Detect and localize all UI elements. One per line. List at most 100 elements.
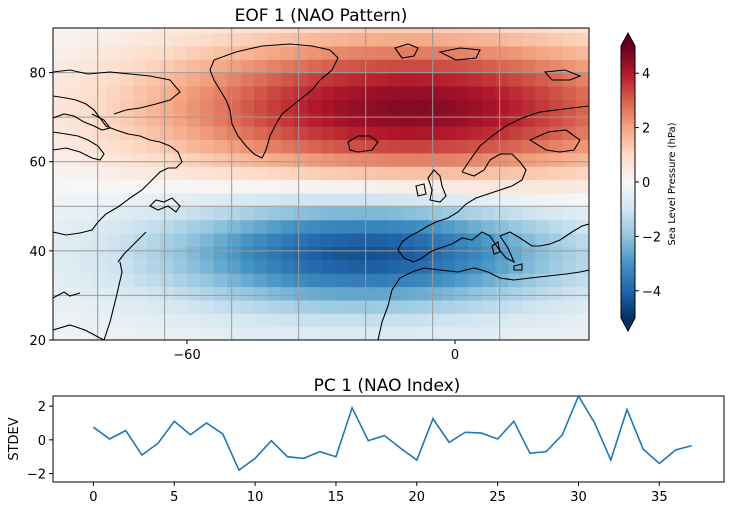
heatmap-cell bbox=[321, 99, 335, 114]
heatmap-cell bbox=[79, 85, 94, 100]
heatmap-cell bbox=[562, 299, 577, 314]
heatmap-cell bbox=[388, 313, 402, 328]
heatmap-cell bbox=[468, 179, 483, 194]
heatmap-cell bbox=[562, 326, 577, 340]
heatmap-cell bbox=[414, 273, 429, 288]
heatmap-cell bbox=[200, 85, 215, 100]
heatmap-cell bbox=[535, 59, 550, 74]
heatmap-cell bbox=[53, 206, 67, 221]
heatmap-cell bbox=[66, 45, 81, 60]
heatmap-cell bbox=[133, 273, 148, 288]
heatmap-cell bbox=[106, 273, 121, 288]
heatmap-cell bbox=[160, 246, 175, 261]
heatmap-cell bbox=[414, 326, 429, 340]
heatmap-cell bbox=[481, 139, 496, 154]
pc-y-tick-label: 2 bbox=[38, 400, 46, 415]
heatmap-cell bbox=[455, 28, 469, 34]
heatmap-cell bbox=[173, 166, 188, 181]
heatmap-cell bbox=[120, 219, 134, 234]
heatmap-cell bbox=[307, 99, 322, 114]
heatmap-cell bbox=[146, 286, 161, 301]
heatmap-cell bbox=[267, 246, 282, 261]
heatmap-cell bbox=[106, 246, 121, 261]
heatmap-cell bbox=[481, 299, 496, 314]
heatmap-cell bbox=[267, 85, 282, 100]
heatmap-cell bbox=[120, 179, 134, 194]
heatmap-cell bbox=[468, 99, 483, 114]
heatmap-cell bbox=[428, 326, 443, 340]
heatmap-cell bbox=[280, 326, 295, 340]
heatmap-cell bbox=[267, 45, 282, 60]
heatmap-cell bbox=[93, 99, 108, 114]
heatmap-cell bbox=[267, 313, 282, 328]
heatmap-cell bbox=[522, 326, 536, 340]
heatmap-cell bbox=[522, 99, 536, 114]
heatmap-cell bbox=[79, 179, 94, 194]
heatmap-cell bbox=[414, 246, 429, 261]
heatmap-cell bbox=[347, 112, 362, 127]
heatmap-cell bbox=[495, 32, 510, 47]
map-y-tick-label: 60 bbox=[29, 156, 46, 171]
heatmap-cell bbox=[307, 273, 322, 288]
heatmap-cell bbox=[321, 32, 335, 47]
heatmap-cell bbox=[213, 28, 228, 34]
heatmap-cell bbox=[508, 32, 523, 47]
heatmap-cell bbox=[93, 166, 108, 181]
heatmap-cell bbox=[522, 28, 536, 34]
heatmap-cell bbox=[495, 286, 510, 301]
heatmap-cell bbox=[240, 192, 255, 207]
heatmap-cell bbox=[401, 72, 416, 87]
heatmap-cell bbox=[307, 72, 322, 87]
heatmap-cell bbox=[374, 246, 389, 261]
heatmap-cell bbox=[441, 28, 456, 34]
heatmap-cell bbox=[200, 179, 215, 194]
heatmap-cell bbox=[455, 139, 469, 154]
heatmap-cell bbox=[213, 179, 228, 194]
heatmap-cell bbox=[254, 85, 268, 100]
heatmap-cell bbox=[468, 139, 483, 154]
heatmap-cell bbox=[401, 219, 416, 234]
heatmap-cell bbox=[388, 299, 402, 314]
heatmap-cell bbox=[347, 166, 362, 181]
heatmap-cell bbox=[146, 32, 161, 47]
heatmap-cell bbox=[374, 273, 389, 288]
heatmap-cell bbox=[307, 166, 322, 181]
heatmap-cell bbox=[93, 28, 108, 34]
heatmap-cell bbox=[495, 28, 510, 34]
heatmap-cell bbox=[294, 259, 309, 274]
heatmap-cell bbox=[481, 112, 496, 127]
heatmap-cell bbox=[254, 313, 268, 328]
heatmap-cell bbox=[522, 299, 536, 314]
heatmap-cell bbox=[401, 85, 416, 100]
heatmap-cell bbox=[468, 313, 483, 328]
heatmap-cell bbox=[548, 139, 563, 154]
heatmap-cell bbox=[200, 126, 215, 141]
heatmap-cell bbox=[388, 45, 402, 60]
heatmap-cell bbox=[267, 112, 282, 127]
heatmap-cell bbox=[575, 59, 589, 74]
heatmap-cell bbox=[173, 139, 188, 154]
heatmap-cell bbox=[468, 326, 483, 340]
heatmap-cell bbox=[347, 32, 362, 47]
heatmap-cell bbox=[66, 99, 81, 114]
heatmap-cell bbox=[53, 326, 67, 340]
heatmap-cell bbox=[401, 152, 416, 167]
heatmap-cell bbox=[401, 326, 416, 340]
heatmap-cell bbox=[548, 246, 563, 261]
heatmap-cell bbox=[307, 139, 322, 154]
heatmap-cell bbox=[93, 192, 108, 207]
pc-x-tick-label: 0 bbox=[89, 490, 97, 505]
pc-y-tick-label: −2 bbox=[27, 468, 46, 483]
heatmap-cell bbox=[401, 313, 416, 328]
heatmap-cell bbox=[575, 313, 589, 328]
heatmap-cell bbox=[468, 166, 483, 181]
heatmap-cell bbox=[227, 286, 242, 301]
heatmap-cell bbox=[53, 112, 67, 127]
heatmap-cell bbox=[508, 179, 523, 194]
heatmap-cell bbox=[334, 179, 349, 194]
heatmap-cell bbox=[508, 59, 523, 74]
heatmap-cell bbox=[187, 166, 201, 181]
heatmap-cell bbox=[200, 206, 215, 221]
heatmap-cell bbox=[455, 99, 469, 114]
heatmap-cell bbox=[280, 139, 295, 154]
